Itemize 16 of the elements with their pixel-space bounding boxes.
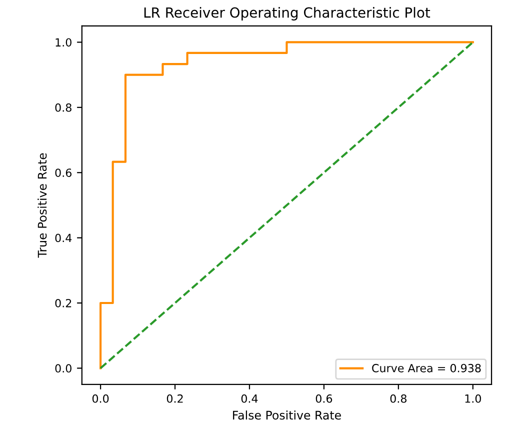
y-axis-title: True Positive Rate: [38, 153, 47, 258]
x-tick-label: 0.2: [166, 394, 183, 403]
text: 1.0: [56, 38, 72, 47]
chart-title: LR Receiver Operating Characteristic Plot: [144, 7, 430, 20]
y-tick-label: 0.8: [55, 103, 72, 112]
legend-label: Curve Area = 0.938: [372, 364, 481, 372]
y-tick-label: 0.6: [55, 168, 72, 177]
x-tick-label: 0.4: [241, 394, 258, 403]
text: 0.0: [55, 364, 72, 373]
y-tick-label: 0.2: [55, 298, 72, 308]
x-axis-title: False Positive Rate: [233, 410, 341, 420]
x-tick-label: 0.6: [316, 394, 332, 403]
x-tick-label: 0.8: [390, 394, 407, 403]
y-tick-label: 0.4: [55, 234, 72, 242]
text: 1.0: [465, 394, 481, 403]
text: 0.0: [92, 394, 109, 403]
